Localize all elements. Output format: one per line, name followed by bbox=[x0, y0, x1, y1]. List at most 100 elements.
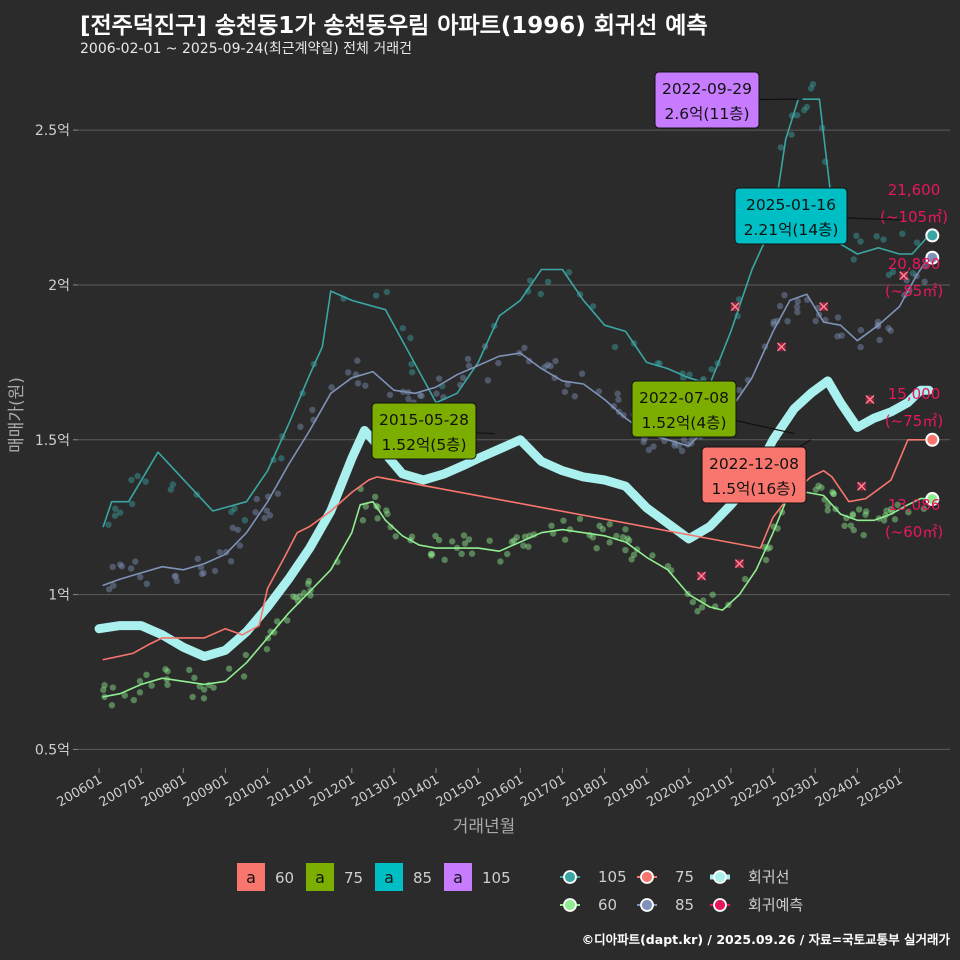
scatter-point bbox=[610, 403, 618, 410]
scatter-point bbox=[117, 561, 124, 568]
scatter-point bbox=[564, 381, 571, 388]
scatter-point bbox=[766, 544, 774, 551]
scatter-point bbox=[278, 455, 285, 462]
scatter-point bbox=[613, 532, 620, 540]
grid-layer bbox=[78, 129, 950, 750]
scatter-point bbox=[794, 298, 801, 305]
scatter-point bbox=[416, 392, 424, 399]
scatter-point bbox=[880, 236, 887, 243]
legend-line-label: 85 bbox=[675, 896, 694, 914]
scatter-point bbox=[510, 537, 518, 544]
legend-line-label: 회귀예측 bbox=[748, 896, 803, 914]
scatter-point bbox=[200, 686, 208, 693]
scatter-point bbox=[211, 567, 219, 575]
scatter-point bbox=[619, 534, 627, 541]
scatter-point bbox=[362, 503, 369, 510]
scatter-point bbox=[625, 537, 633, 544]
scatter-point bbox=[110, 582, 117, 589]
scatter-point bbox=[210, 684, 217, 691]
legend-label-105: 105 bbox=[482, 869, 511, 887]
scatter-point bbox=[128, 500, 136, 508]
x-tick-label: 200901 bbox=[181, 772, 231, 810]
scatter-point bbox=[762, 556, 770, 564]
scatter-point bbox=[172, 572, 180, 580]
scatter-point bbox=[112, 505, 119, 512]
x-axis-title: 거래년월 bbox=[453, 817, 516, 837]
scatter-point bbox=[372, 292, 380, 299]
scatter-point bbox=[252, 509, 259, 516]
legend-swatch-105 bbox=[444, 863, 472, 891]
scatter-point bbox=[606, 539, 613, 546]
scatter-point bbox=[889, 268, 897, 276]
scatter-point bbox=[899, 230, 906, 237]
scatter-point bbox=[435, 536, 443, 544]
x-tick-label: 201501 bbox=[434, 772, 484, 810]
scatter-point bbox=[578, 370, 586, 377]
marker-layer: 21,600 (~105㎡) 20,880 (~85㎡) 15,000 (~75㎡) 13,… bbox=[696, 181, 948, 581]
annotation-box bbox=[371, 402, 477, 460]
scatter-point bbox=[860, 531, 867, 539]
scatter-point bbox=[459, 374, 467, 382]
scatter-point bbox=[807, 85, 815, 92]
legend-point-swatch bbox=[713, 870, 727, 884]
scatter-point bbox=[885, 325, 892, 332]
scatter-point bbox=[850, 526, 857, 534]
scatter-point bbox=[435, 375, 443, 382]
scatter-point bbox=[374, 515, 381, 522]
scatter-point bbox=[460, 532, 468, 539]
scatter-point bbox=[883, 507, 890, 514]
scatter-point bbox=[680, 436, 688, 443]
scatter-point bbox=[709, 591, 716, 598]
x-tick-label: 202401 bbox=[813, 772, 863, 810]
scatter-point bbox=[305, 577, 313, 585]
scatter-point bbox=[407, 334, 414, 342]
scatter-point bbox=[599, 525, 607, 533]
annotation-price: 1.52억(4층) bbox=[642, 414, 727, 432]
scatter-point bbox=[241, 517, 249, 524]
scatter-point bbox=[847, 522, 855, 529]
scatter-point bbox=[849, 511, 857, 518]
scatter-point bbox=[913, 239, 921, 246]
legend-point-swatch bbox=[640, 870, 654, 884]
scatter-point bbox=[305, 580, 312, 588]
scatter-point bbox=[253, 495, 260, 503]
scatter-point bbox=[111, 512, 119, 519]
series-line-회귀선 bbox=[94, 376, 934, 661]
scatter-point bbox=[136, 677, 144, 685]
x-tick-label: 201301 bbox=[349, 772, 399, 810]
scatter-point bbox=[345, 369, 352, 376]
scatter-point bbox=[225, 665, 233, 672]
scatter-point bbox=[309, 406, 316, 414]
scatter-point bbox=[834, 333, 841, 340]
outlier-x bbox=[734, 559, 744, 569]
scatter-point bbox=[841, 522, 848, 530]
scatter-point bbox=[164, 668, 171, 675]
scatter-point bbox=[873, 233, 880, 240]
scatter-point bbox=[132, 558, 139, 565]
legend-swatch-glyph: a bbox=[384, 868, 394, 887]
scatter-point bbox=[855, 506, 863, 513]
scatter-point bbox=[458, 550, 465, 558]
legend-layer: a 60 a 75 a 85 a 105 105 75 회귀선 60 85 회귀예측 bbox=[237, 863, 803, 914]
scatter-point bbox=[261, 514, 268, 522]
scatter-point bbox=[513, 534, 521, 541]
prediction-point bbox=[925, 492, 940, 507]
scatter-point bbox=[815, 482, 822, 490]
scatter-point bbox=[830, 490, 837, 498]
prediction-point bbox=[925, 250, 940, 265]
scatter-point bbox=[359, 517, 367, 524]
scatter-point bbox=[191, 674, 198, 682]
legend-line-label: 회귀선 bbox=[748, 868, 789, 886]
scatter-point bbox=[216, 549, 223, 556]
scatter-point bbox=[227, 558, 235, 565]
scatter-point bbox=[645, 446, 653, 454]
scatter-point bbox=[812, 486, 820, 493]
series-line-85 bbox=[102, 256, 930, 587]
outlier-x bbox=[819, 302, 829, 312]
scatter-point bbox=[266, 512, 274, 519]
scatter-point bbox=[793, 303, 801, 311]
scatter-point bbox=[229, 524, 236, 532]
prediction-value-label: 15,000 bbox=[888, 385, 941, 403]
y-tick-label: 1.5억 bbox=[35, 433, 70, 449]
annotation-box bbox=[734, 187, 848, 245]
